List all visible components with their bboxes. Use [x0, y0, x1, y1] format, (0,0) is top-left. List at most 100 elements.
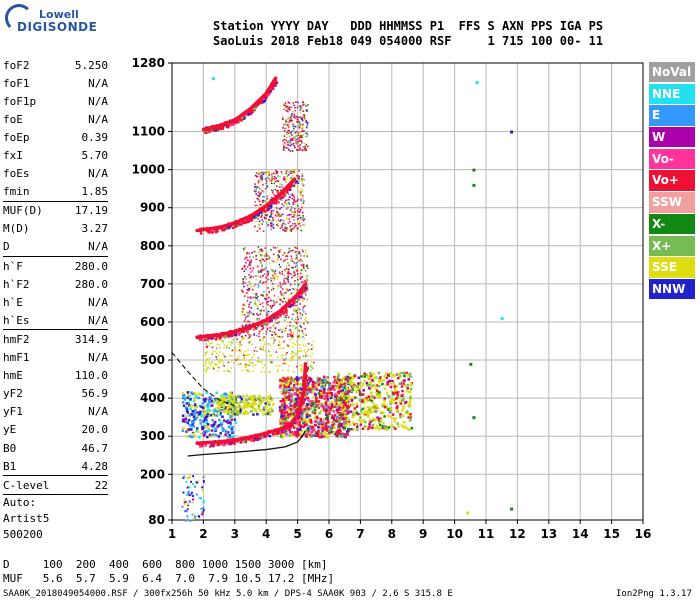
echo-point — [286, 206, 289, 209]
echo-point — [261, 189, 264, 192]
param-name: foF2 — [3, 58, 30, 72]
echo-point — [199, 393, 203, 396]
echo-point — [287, 222, 290, 224]
direction-legend: NoVal NNE E W Vo- Vo+ SSW X- X+ SSE NNW — [649, 62, 695, 301]
echo-point — [302, 290, 306, 293]
echo-point — [290, 292, 293, 295]
echo-point — [363, 372, 366, 375]
echo-point — [274, 84, 277, 87]
echo-point — [212, 400, 216, 404]
echo-point — [294, 283, 296, 286]
echo-point — [246, 251, 249, 254]
echo-point — [213, 420, 217, 424]
echo-point — [262, 396, 265, 400]
echo-point — [300, 291, 304, 295]
echo-point — [249, 261, 251, 264]
echo-point — [291, 356, 294, 358]
echo-point — [255, 297, 258, 299]
echo-point — [231, 342, 233, 344]
param-name: h`F — [3, 259, 23, 273]
echo-point — [370, 391, 373, 394]
echo-point — [291, 325, 294, 328]
echo-point — [286, 287, 289, 290]
param-value: 20.0 — [81, 423, 109, 437]
echo-point — [261, 201, 264, 203]
echo-point — [295, 250, 297, 253]
echo-point — [211, 361, 213, 364]
echo-point — [299, 216, 302, 219]
echo-point — [288, 123, 290, 126]
echo-point — [345, 424, 348, 427]
echo-point — [407, 416, 410, 419]
echo-point — [398, 400, 402, 403]
echo-point — [228, 416, 232, 420]
echo-point — [283, 107, 285, 109]
echo-point — [296, 344, 299, 346]
echo-point — [232, 408, 235, 411]
echo-point — [264, 187, 267, 190]
echo-point — [263, 336, 265, 339]
echo-point — [289, 407, 293, 411]
echo-point — [353, 423, 356, 426]
echo-point — [248, 264, 250, 266]
echo-point — [187, 493, 190, 496]
echo-point — [337, 391, 340, 395]
echo-point — [265, 322, 268, 325]
param-row: hmF1 N/A — [3, 349, 108, 367]
echo-point — [355, 389, 359, 392]
echo-point — [396, 393, 400, 397]
param-name: B1 — [3, 459, 17, 473]
echo-point — [229, 399, 232, 402]
echo-point — [258, 220, 261, 223]
echo-point — [252, 365, 255, 367]
echo-point — [284, 201, 286, 204]
echo-point — [342, 386, 345, 390]
echo-point — [192, 517, 195, 520]
echo-point — [283, 417, 287, 421]
echo-point — [259, 346, 261, 349]
echo-point — [202, 476, 205, 479]
echo-point — [244, 440, 248, 444]
echo-point — [263, 297, 266, 300]
x-tick-label: 11 — [478, 527, 495, 541]
echo-point — [284, 387, 288, 390]
echo-point — [195, 394, 198, 397]
echo-point — [210, 429, 214, 432]
param-name: yE — [3, 423, 17, 437]
echo-point — [344, 402, 347, 405]
echo-point — [249, 361, 251, 364]
echo-point — [340, 435, 343, 438]
echo-point — [275, 172, 278, 175]
echo-point — [208, 414, 212, 417]
echo-point — [345, 402, 349, 405]
echo-point — [261, 328, 264, 331]
echo-point — [302, 265, 305, 267]
echo-point — [391, 380, 394, 383]
echo-point — [255, 188, 258, 191]
echo-point — [287, 335, 289, 338]
echo-point — [238, 345, 241, 348]
echo-point — [262, 100, 265, 104]
echo-point — [202, 410, 206, 413]
echo-point — [301, 259, 303, 262]
echo-point — [305, 390, 308, 394]
echo-point — [224, 334, 227, 338]
echo-point — [281, 362, 284, 365]
echo-point — [296, 378, 299, 381]
echo-point — [341, 422, 344, 426]
echo-point — [191, 435, 194, 439]
echo-point — [329, 396, 333, 400]
echo-point — [287, 316, 290, 319]
echo-point — [284, 416, 288, 420]
echo-point — [400, 385, 404, 388]
echo-point — [275, 351, 278, 353]
echo-point — [333, 413, 337, 417]
echo-point — [294, 211, 297, 213]
echo-point — [239, 221, 243, 224]
echo-point — [344, 387, 348, 390]
echo-point — [305, 344, 307, 347]
echo-point — [385, 376, 389, 380]
echo-point — [351, 396, 355, 399]
echo-point — [237, 333, 240, 336]
echo-point — [242, 329, 246, 333]
